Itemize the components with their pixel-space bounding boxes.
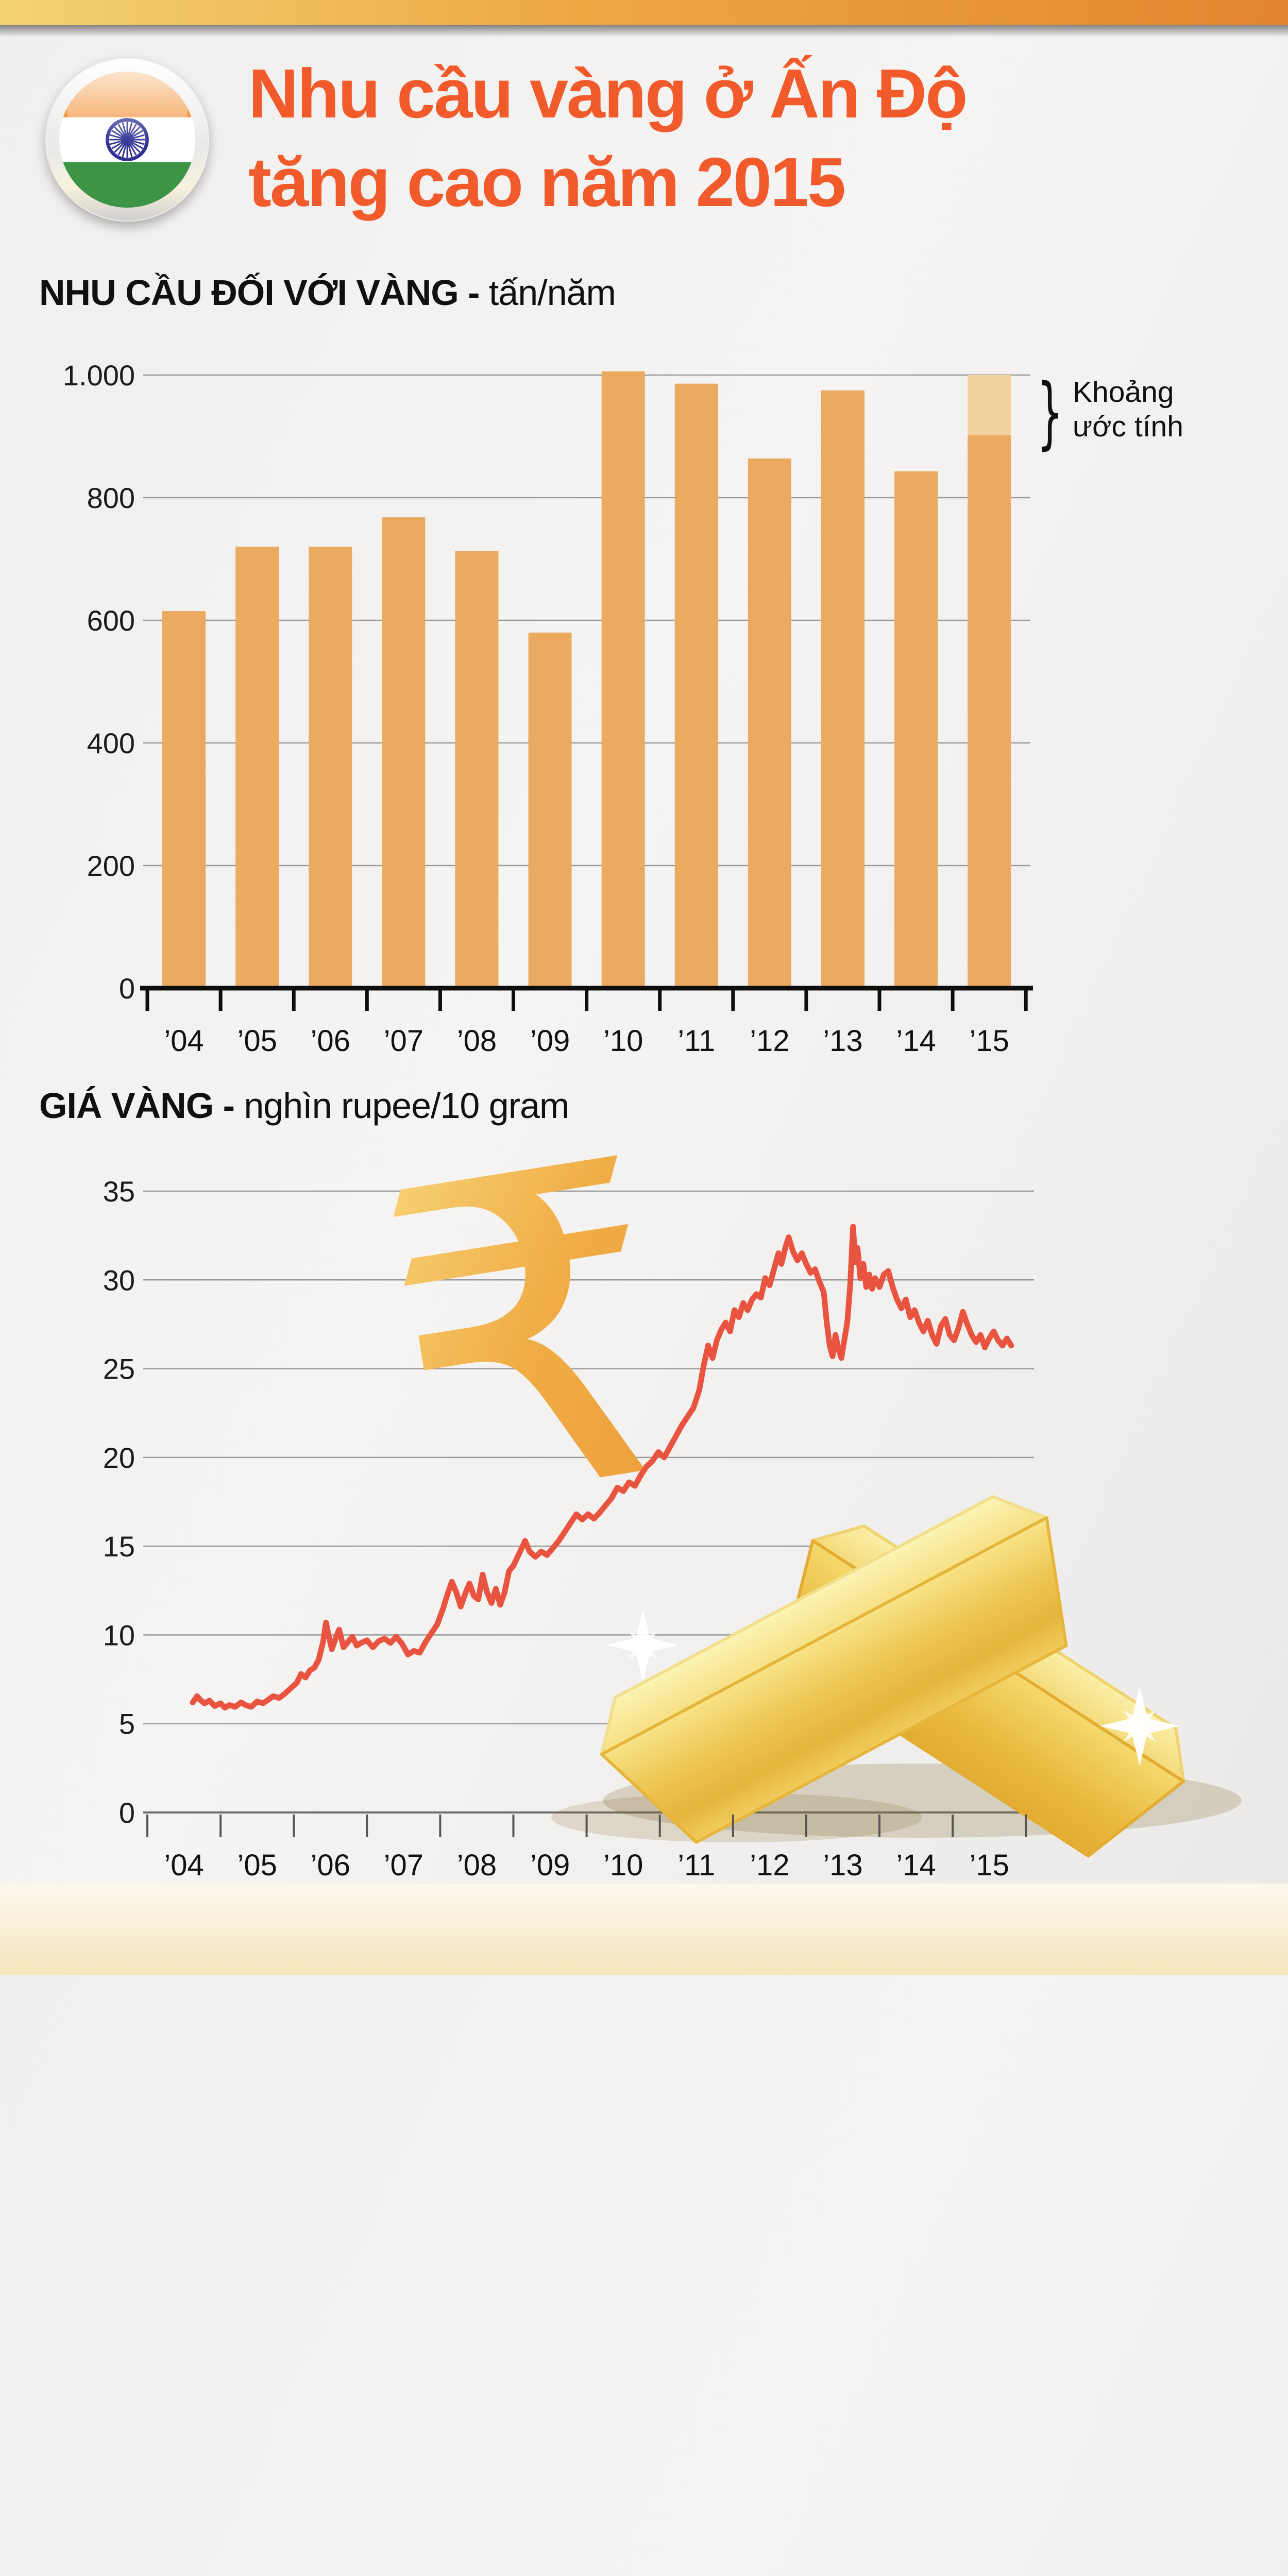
line-xtick-label: ’12 xyxy=(750,1849,789,1882)
line-ytick-label: 25 xyxy=(103,1353,135,1385)
bar-ytick-label: 800 xyxy=(87,482,135,514)
chart-text-labels: 1.0008006004002000’04’05’06’07’08’09’10’… xyxy=(63,359,1009,1882)
bar-xtick-label: ’05 xyxy=(237,1024,277,1058)
bar-xtick-label: ’12 xyxy=(750,1024,789,1058)
line-chart-title: GIÁ VÀNG - nghìn rupee/10 gram xyxy=(39,1085,569,1126)
line-xtick-label: ’05 xyxy=(237,1849,277,1882)
bar-ytick-label: 200 xyxy=(87,850,135,882)
estimate-annotation-line1: Khoảng xyxy=(1073,376,1174,409)
bar-’09 xyxy=(528,632,572,988)
bar-ytick-label: 400 xyxy=(87,727,135,759)
line-xtick-label: ’07 xyxy=(384,1849,423,1882)
bar-xtick-label: ’14 xyxy=(896,1024,936,1058)
bar-’10 xyxy=(601,371,645,988)
line-xtick-label: ’08 xyxy=(457,1849,497,1882)
line-chart-axis xyxy=(146,1815,1027,1837)
bar-chart-title: NHU CẦU ĐỐI VỚI VÀNG - tấn/năm xyxy=(39,272,616,313)
gold-ingot-front xyxy=(600,1495,1068,1844)
bar-xtick-label: ’06 xyxy=(311,1024,350,1058)
page-title: Nhu cầu vàng ở Ấn Độ tăng cao năm 2015 xyxy=(248,49,968,227)
line-ytick-label: 15 xyxy=(103,1530,135,1563)
bar-’06 xyxy=(309,547,352,988)
estimate-annotation: Khoảng ước tính xyxy=(1073,375,1183,444)
estimate-brace: } xyxy=(1037,367,1063,458)
bar-xtick-label: ’13 xyxy=(823,1024,862,1058)
line-xtick-label: ’06 xyxy=(311,1849,350,1882)
gold-price-line xyxy=(190,1224,1014,1711)
top-bar-shadow xyxy=(0,25,1288,37)
line-xtick-label: ’11 xyxy=(677,1849,715,1882)
bar-chart-title-unit: tấn/năm xyxy=(488,273,616,313)
line-ytick-label: 35 xyxy=(103,1175,135,1208)
rupee-symbol-icon: ₹ xyxy=(353,1067,704,1608)
bar-ytick-label: 0 xyxy=(119,972,135,1005)
footer: Nguồn: Reuters; Hãng Thomson Reuters; Hộ… xyxy=(0,1884,1288,1975)
bar-’08 xyxy=(455,551,499,988)
gold-bars-illustration xyxy=(551,1495,1242,1858)
line-ytick-label: 20 xyxy=(103,1442,135,1474)
bar-xtick-label: ’08 xyxy=(457,1024,497,1058)
bar-ytick-label: 1.000 xyxy=(63,359,135,392)
bar-ytick-label: 600 xyxy=(87,604,135,637)
bar-xtick-label: ’07 xyxy=(384,1024,423,1058)
bar-’15 xyxy=(968,435,1011,988)
india-flag-icon xyxy=(45,58,209,222)
bar-’13 xyxy=(821,390,865,988)
india-flag-svg xyxy=(46,58,209,221)
bar-xtick-label: ’10 xyxy=(603,1024,643,1058)
charts-canvas: ₹ 1.0008006004002000’04’05’06’07’08’09’1… xyxy=(63,359,1242,1882)
line-xtick-label: ’15 xyxy=(969,1849,1009,1882)
bar-’04 xyxy=(162,611,206,988)
bar-xtick-label: ’04 xyxy=(164,1024,204,1058)
line-xtick-label: ’09 xyxy=(530,1849,570,1882)
chakra-spoke xyxy=(127,144,133,157)
page-title-line1: Nhu cầu vàng ở Ấn Độ xyxy=(248,55,968,132)
bar-xtick-label: ’15 xyxy=(969,1024,1009,1058)
bar-estimate-segment xyxy=(968,375,1011,435)
line-ytick-label: 30 xyxy=(103,1264,135,1296)
bar-chart-axis xyxy=(140,986,1033,1011)
line-ytick-label: 0 xyxy=(119,1797,135,1829)
line-xtick-label: ’10 xyxy=(603,1849,643,1882)
line-xtick-label: ’04 xyxy=(164,1849,204,1882)
line-xtick-label: ’14 xyxy=(896,1849,936,1882)
line-chart-title-bold: GIÁ VÀNG - xyxy=(39,1086,244,1126)
sparkle-icon xyxy=(607,1609,1180,1766)
line-chart-title-unit: nghìn rupee/10 gram xyxy=(244,1086,569,1126)
bar-chart-gridlines xyxy=(143,374,1030,867)
bar-chart-title-bold: NHU CẦU ĐỐI VỚI VÀNG - xyxy=(39,273,489,313)
bar-’07 xyxy=(382,517,426,988)
estimate-annotation-line2: ước tính xyxy=(1073,410,1183,443)
bar-’14 xyxy=(894,471,938,988)
top-gradient-bar xyxy=(0,0,1288,25)
line-ytick-label: 10 xyxy=(103,1619,135,1651)
bar-xtick-label: ’09 xyxy=(530,1024,570,1058)
bar-’05 xyxy=(235,547,279,988)
page-title-line2: tăng cao năm 2015 xyxy=(248,143,846,221)
line-chart-series xyxy=(190,1224,1014,1711)
line-xtick-label: ’13 xyxy=(823,1849,862,1882)
bar-xtick-label: ’11 xyxy=(677,1024,715,1058)
bar-’11 xyxy=(674,383,718,989)
line-ytick-label: 5 xyxy=(119,1708,135,1740)
bar-chart-bars xyxy=(162,371,1011,989)
rupee-symbol-icon: ₹ xyxy=(353,1067,704,1608)
bar-’12 xyxy=(748,458,791,988)
chakra-spoke xyxy=(122,144,127,157)
